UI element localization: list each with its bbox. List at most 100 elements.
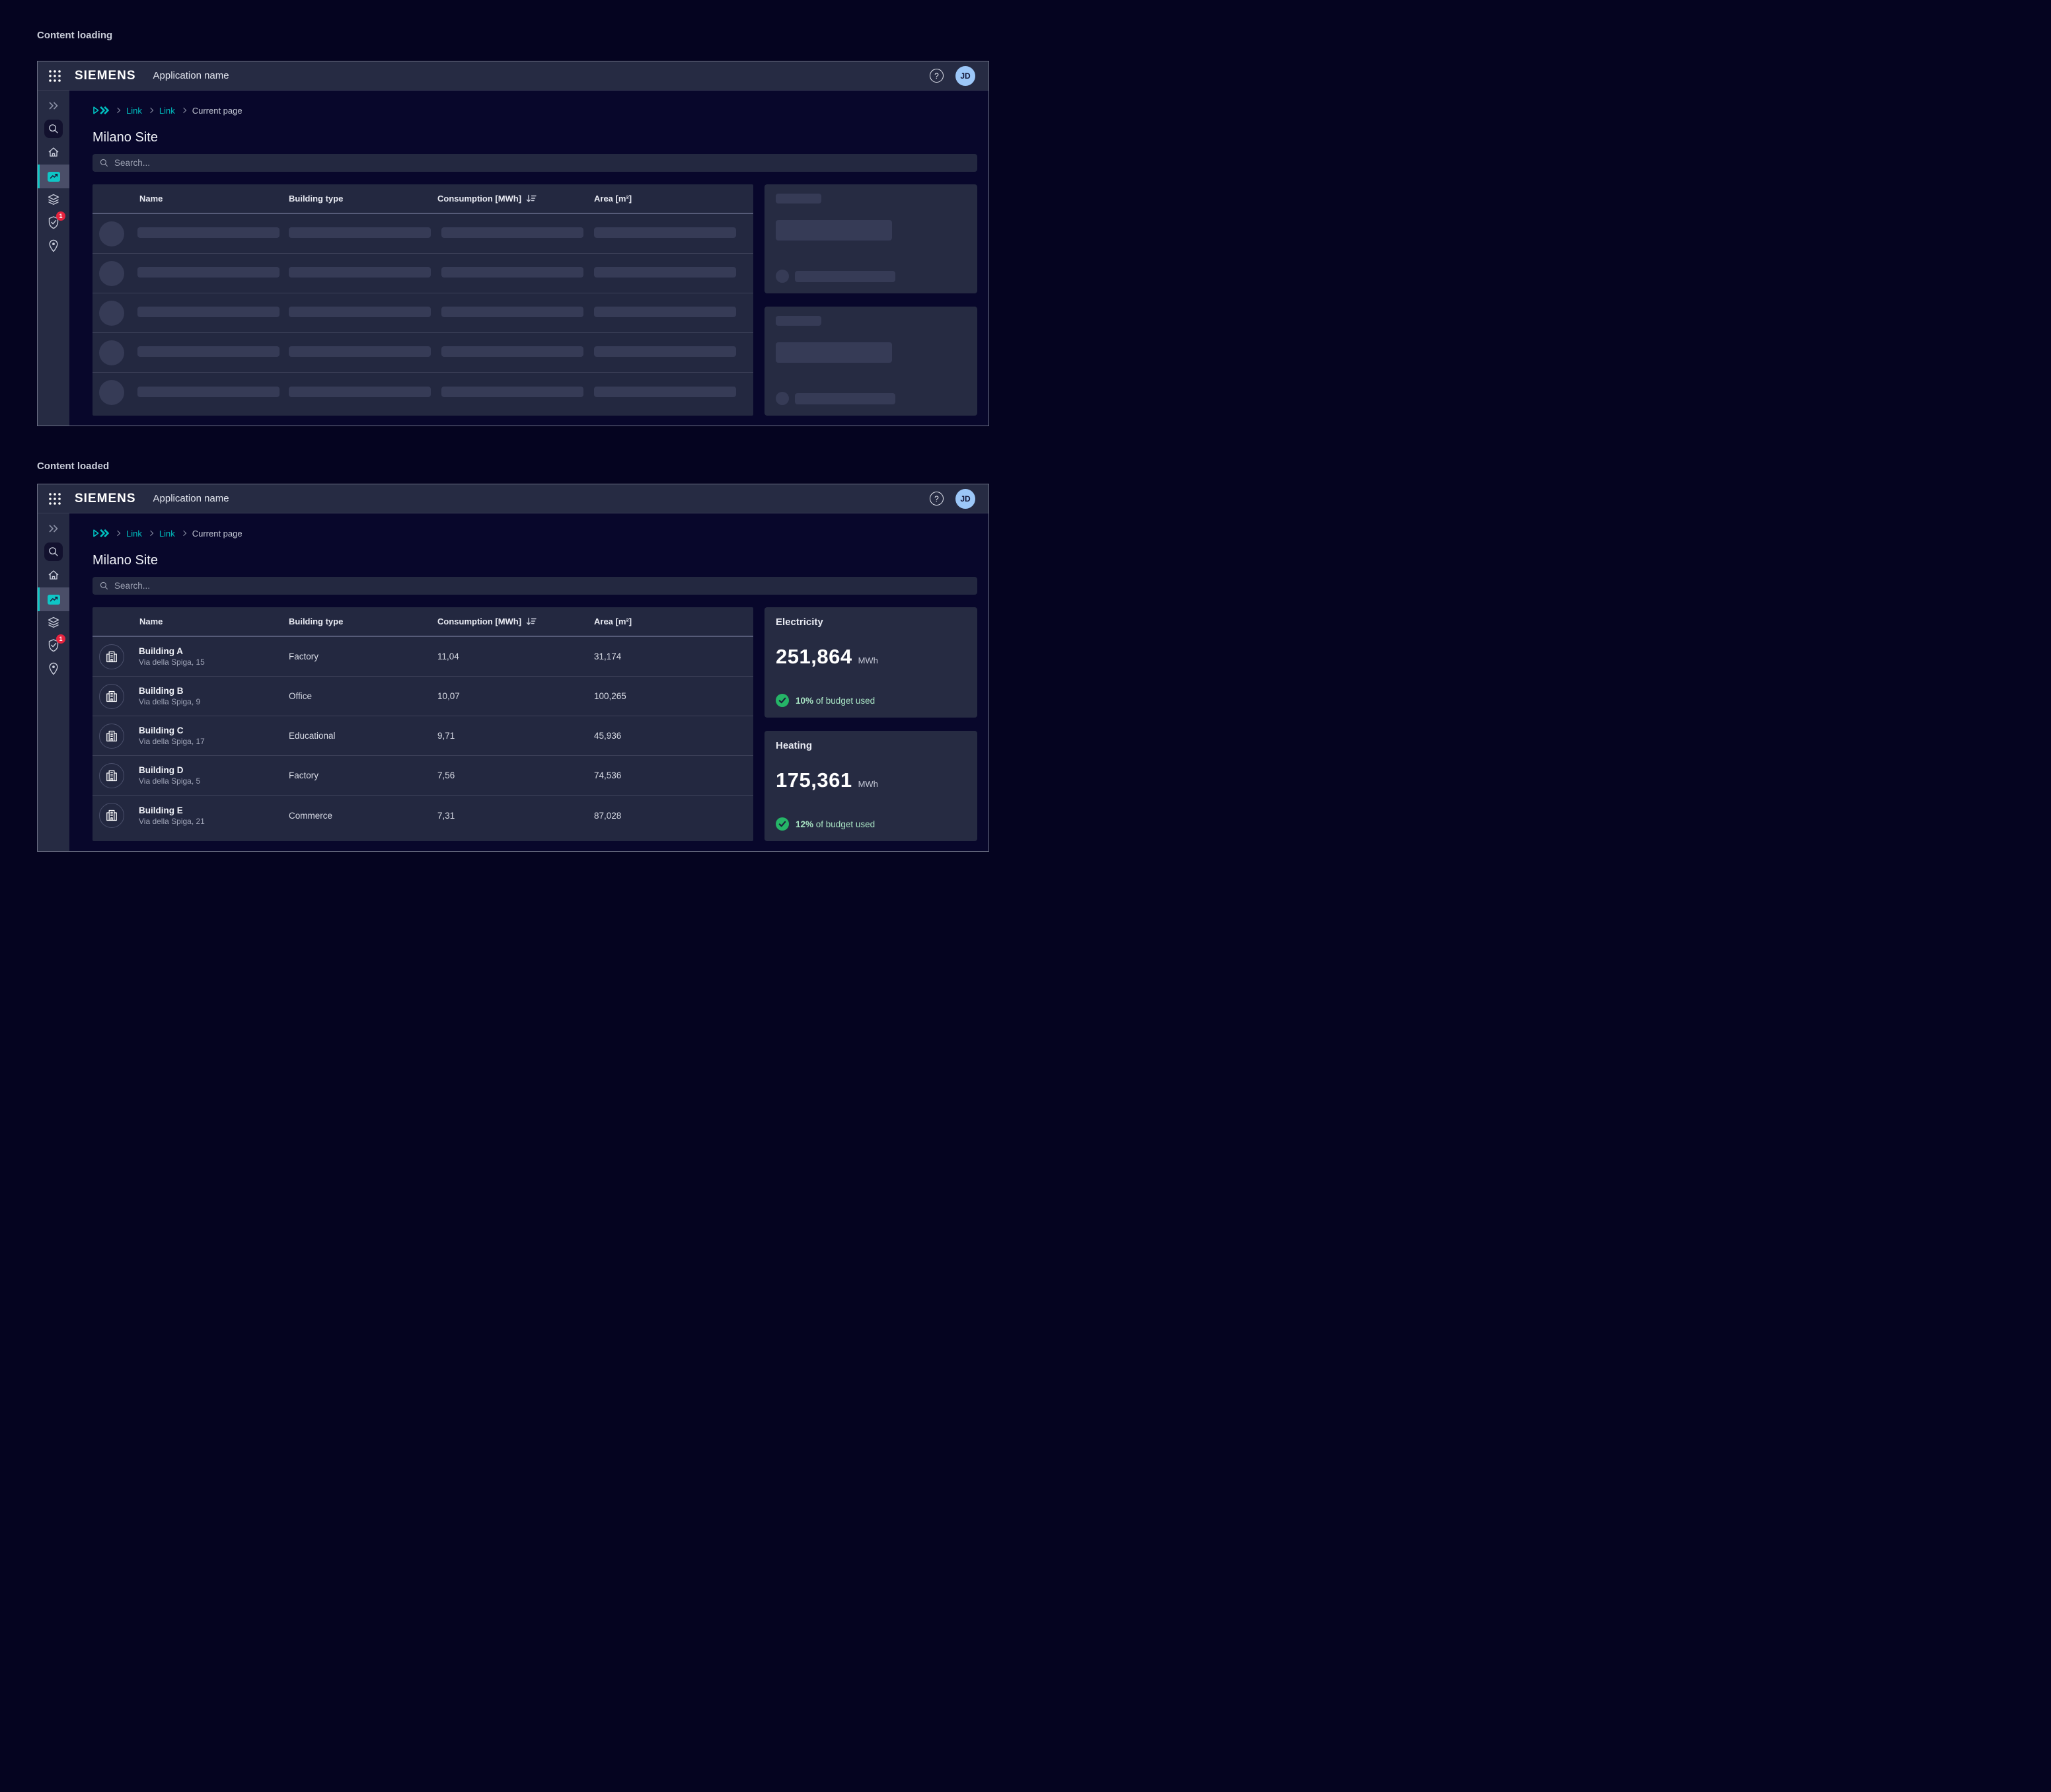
page-title: Milano Site (93, 130, 158, 145)
table-row-building-e[interactable]: Building E Via della Spiga, 21 Commerce … (93, 796, 753, 835)
content-loading-label: Content loading (37, 30, 113, 41)
skeleton-row (93, 293, 753, 333)
sidebar-analytics-active[interactable] (38, 165, 69, 188)
search-input[interactable] (114, 158, 971, 168)
sidebar-shield-icon[interactable]: 1 (47, 634, 65, 653)
sidebar-layers-icon[interactable] (47, 615, 60, 630)
sidebar-home-icon[interactable] (47, 568, 60, 582)
kpi-unit: MWh (858, 779, 878, 789)
sidebar: 1 (38, 513, 69, 851)
sidebar-home-icon[interactable] (47, 145, 60, 159)
column-header-name: Name (139, 194, 163, 204)
sidebar-shield-icon[interactable]: 1 (47, 211, 65, 230)
app-switcher-icon[interactable] (48, 69, 61, 83)
sidebar-search-icon[interactable] (44, 120, 63, 138)
breadcrumb: Link Link Current page (93, 105, 977, 116)
kpi-card-skeleton (764, 307, 977, 416)
buildings-table-loading: Name Building type Consumption [MWh] Are… (93, 184, 753, 416)
breadcrumb-link[interactable]: Link (159, 528, 175, 539)
table-row-building-d[interactable]: Building D Via della Spiga, 5 Factory 7,… (93, 756, 753, 796)
sidebar-expand-icon[interactable] (47, 521, 60, 536)
skeleton-status-icon (776, 270, 789, 283)
sort-descending-icon[interactable] (526, 194, 537, 203)
column-header-consumption[interactable]: Consumption [MWh] (437, 616, 594, 626)
breadcrumb: Link Link Current page (93, 528, 977, 539)
notification-badge: 1 (56, 634, 65, 644)
breadcrumb-current: Current page (192, 528, 242, 539)
trend-chart-icon (47, 594, 60, 605)
kpi-card-heating: Heating 175,361 MWh 12% of budget used (764, 731, 977, 841)
kpi-unit: MWh (858, 655, 878, 665)
skeleton-bar (137, 227, 280, 238)
application-name: Application name (153, 70, 229, 81)
building-icon (99, 683, 124, 709)
skeleton-row (93, 373, 753, 412)
budget-status: 12% of budget used (796, 819, 876, 829)
skeleton-avatar (99, 221, 124, 246)
skeleton-row (93, 254, 753, 293)
search-bar (93, 577, 977, 595)
table-row-building-a[interactable]: Building A Via della Spiga, 15 Factory 1… (93, 637, 753, 677)
page-title: Milano Site (93, 553, 158, 568)
sidebar-expand-icon[interactable] (47, 98, 60, 113)
kpi-value: 251,864 (776, 645, 852, 668)
building-consumption: 11,04 (437, 652, 459, 661)
kpi-card-electricity: Electricity 251,864 MWh 10% of budget us… (764, 607, 977, 718)
kpi-title: Electricity (776, 616, 823, 628)
trend-chart-icon (47, 171, 60, 182)
building-area: 31,174 (594, 652, 622, 661)
building-icon (99, 644, 124, 669)
skeleton-status-bar (795, 270, 895, 282)
building-icon (99, 723, 124, 749)
siemens-logo: SIEMENS (75, 68, 136, 83)
app-switcher-icon[interactable] (48, 492, 61, 505)
application-name: Application name (153, 493, 229, 504)
help-icon[interactable]: ? (930, 492, 944, 505)
table-header: Name Building type Consumption [MWh] Are… (93, 184, 753, 214)
skeleton-card-value (776, 220, 892, 241)
skeleton-row (93, 214, 753, 254)
column-header-type: Building type (289, 194, 344, 204)
column-header-name: Name (139, 616, 163, 626)
help-icon[interactable]: ? (930, 69, 944, 83)
app-header: SIEMENS Application name ? JD (38, 484, 988, 513)
sidebar-location-icon[interactable] (47, 239, 60, 253)
column-header-area: Area [m²] (594, 194, 632, 204)
sidebar-analytics-active[interactable] (38, 587, 69, 611)
building-name: Building A (139, 646, 183, 656)
chevron-right-icon (180, 107, 186, 114)
siemens-logo: SIEMENS (75, 491, 136, 505)
app-window-loading: SIEMENS Application name ? JD (37, 61, 989, 426)
sidebar-layers-icon[interactable] (47, 192, 60, 207)
sidebar-location-icon[interactable] (47, 661, 60, 676)
building-icon (99, 763, 124, 788)
column-header-consumption[interactable]: Consumption [MWh] (437, 194, 594, 204)
skeleton-row (93, 333, 753, 373)
app-header: SIEMENS Application name ? JD (38, 61, 988, 91)
chevron-right-icon (147, 107, 154, 114)
building-icon (99, 803, 124, 828)
breadcrumb-link[interactable]: Link (159, 105, 175, 116)
table-header: Name Building type Consumption [MWh] Are… (93, 607, 753, 637)
breadcrumb-link[interactable]: Link (126, 105, 142, 116)
table-row-building-b[interactable]: Building B Via della Spiga, 9 Office 10,… (93, 677, 753, 716)
breadcrumb-root-icon[interactable] (93, 529, 109, 538)
breadcrumb-current: Current page (192, 105, 242, 116)
breadcrumb-root-icon[interactable] (93, 106, 109, 115)
kpi-title: Heating (776, 740, 813, 751)
kpi-value: 175,361 (776, 768, 852, 792)
chevron-right-icon (147, 530, 154, 537)
chevron-right-icon (180, 530, 186, 537)
chevron-right-icon (114, 530, 121, 537)
chevron-right-icon (114, 107, 121, 114)
breadcrumb-link[interactable]: Link (126, 528, 142, 539)
user-avatar[interactable]: JD (955, 488, 975, 509)
app-window-loaded: SIEMENS Application name ? JD (37, 484, 989, 852)
user-avatar[interactable]: JD (955, 65, 975, 86)
table-row-building-c[interactable]: Building C Via della Spiga, 17 Education… (93, 716, 753, 756)
sort-descending-icon[interactable] (526, 617, 537, 626)
sidebar-search-icon[interactable] (44, 542, 63, 561)
budget-status: 10% of budget used (796, 695, 876, 706)
column-header-area: Area [m²] (594, 616, 632, 626)
search-input[interactable] (114, 581, 971, 591)
